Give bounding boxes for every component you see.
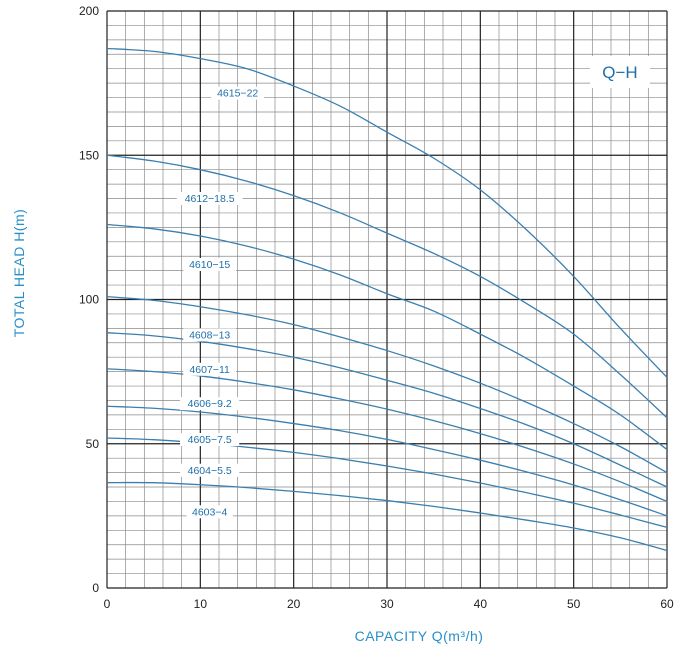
series-label-background: [180, 397, 240, 411]
tick-labels: 0 10 20 30 40 50 60 0 50 100 150 200: [79, 4, 674, 611]
series-label-background: [186, 505, 233, 519]
series-curve-9: [106, 481, 668, 552]
series-label: 4612−18.5: [185, 193, 235, 205]
legend-box-background: [590, 56, 650, 88]
series-label: 4604−5.5: [188, 465, 232, 477]
y-tick-label: 200: [79, 4, 99, 18]
series-curve-1: [106, 47, 668, 378]
series-label: 4615−22: [217, 88, 258, 100]
y-tick-label: 50: [86, 437, 100, 451]
series-label: 4606−9.2: [188, 398, 232, 410]
x-tick-label: 20: [287, 597, 301, 611]
series-curve-7: [106, 405, 668, 517]
y-axis-title: TOTAL HEAD H(m): [11, 209, 27, 338]
series-label-background: [183, 362, 237, 376]
series-curve-3: [106, 223, 668, 451]
series-curve-5: [106, 332, 668, 488]
series-label: 4603−4: [192, 506, 227, 518]
series-curve-6: [106, 368, 668, 503]
y-tick-label: 100: [79, 293, 99, 307]
curve-labels: 4615−22 4612−18.5 4610−15 4608−13 4607−11 460…: [176, 86, 265, 519]
x-tick-label: 0: [104, 597, 111, 611]
x-tick-label: 50: [567, 597, 581, 611]
legend-box-label: Q−H: [602, 63, 637, 82]
series-label: 4605−7.5: [188, 434, 232, 446]
x-axis-title: CAPACITY Q(m³/h): [355, 628, 484, 644]
x-tick-label: 10: [194, 597, 208, 611]
x-tick-label: 40: [474, 597, 488, 611]
x-tick-label: 30: [380, 597, 394, 611]
series-label-background: [180, 463, 240, 477]
y-tick-label: 150: [79, 148, 99, 162]
series-label: 4608−13: [189, 329, 230, 341]
series-label: 4610−15: [189, 259, 230, 271]
series-label-background: [211, 86, 265, 100]
series-label: 4607−11: [189, 364, 230, 376]
series-label-background: [183, 258, 237, 272]
series-label-background: [180, 433, 240, 447]
x-tick-label: 60: [660, 597, 674, 611]
series-label-background: [176, 191, 243, 205]
legend-box: Q−H: [590, 56, 650, 88]
series-curve-4: [106, 295, 668, 474]
y-tick-label: 0: [92, 581, 99, 595]
series-curve-2: [106, 154, 668, 419]
series-label-background: [183, 328, 237, 342]
